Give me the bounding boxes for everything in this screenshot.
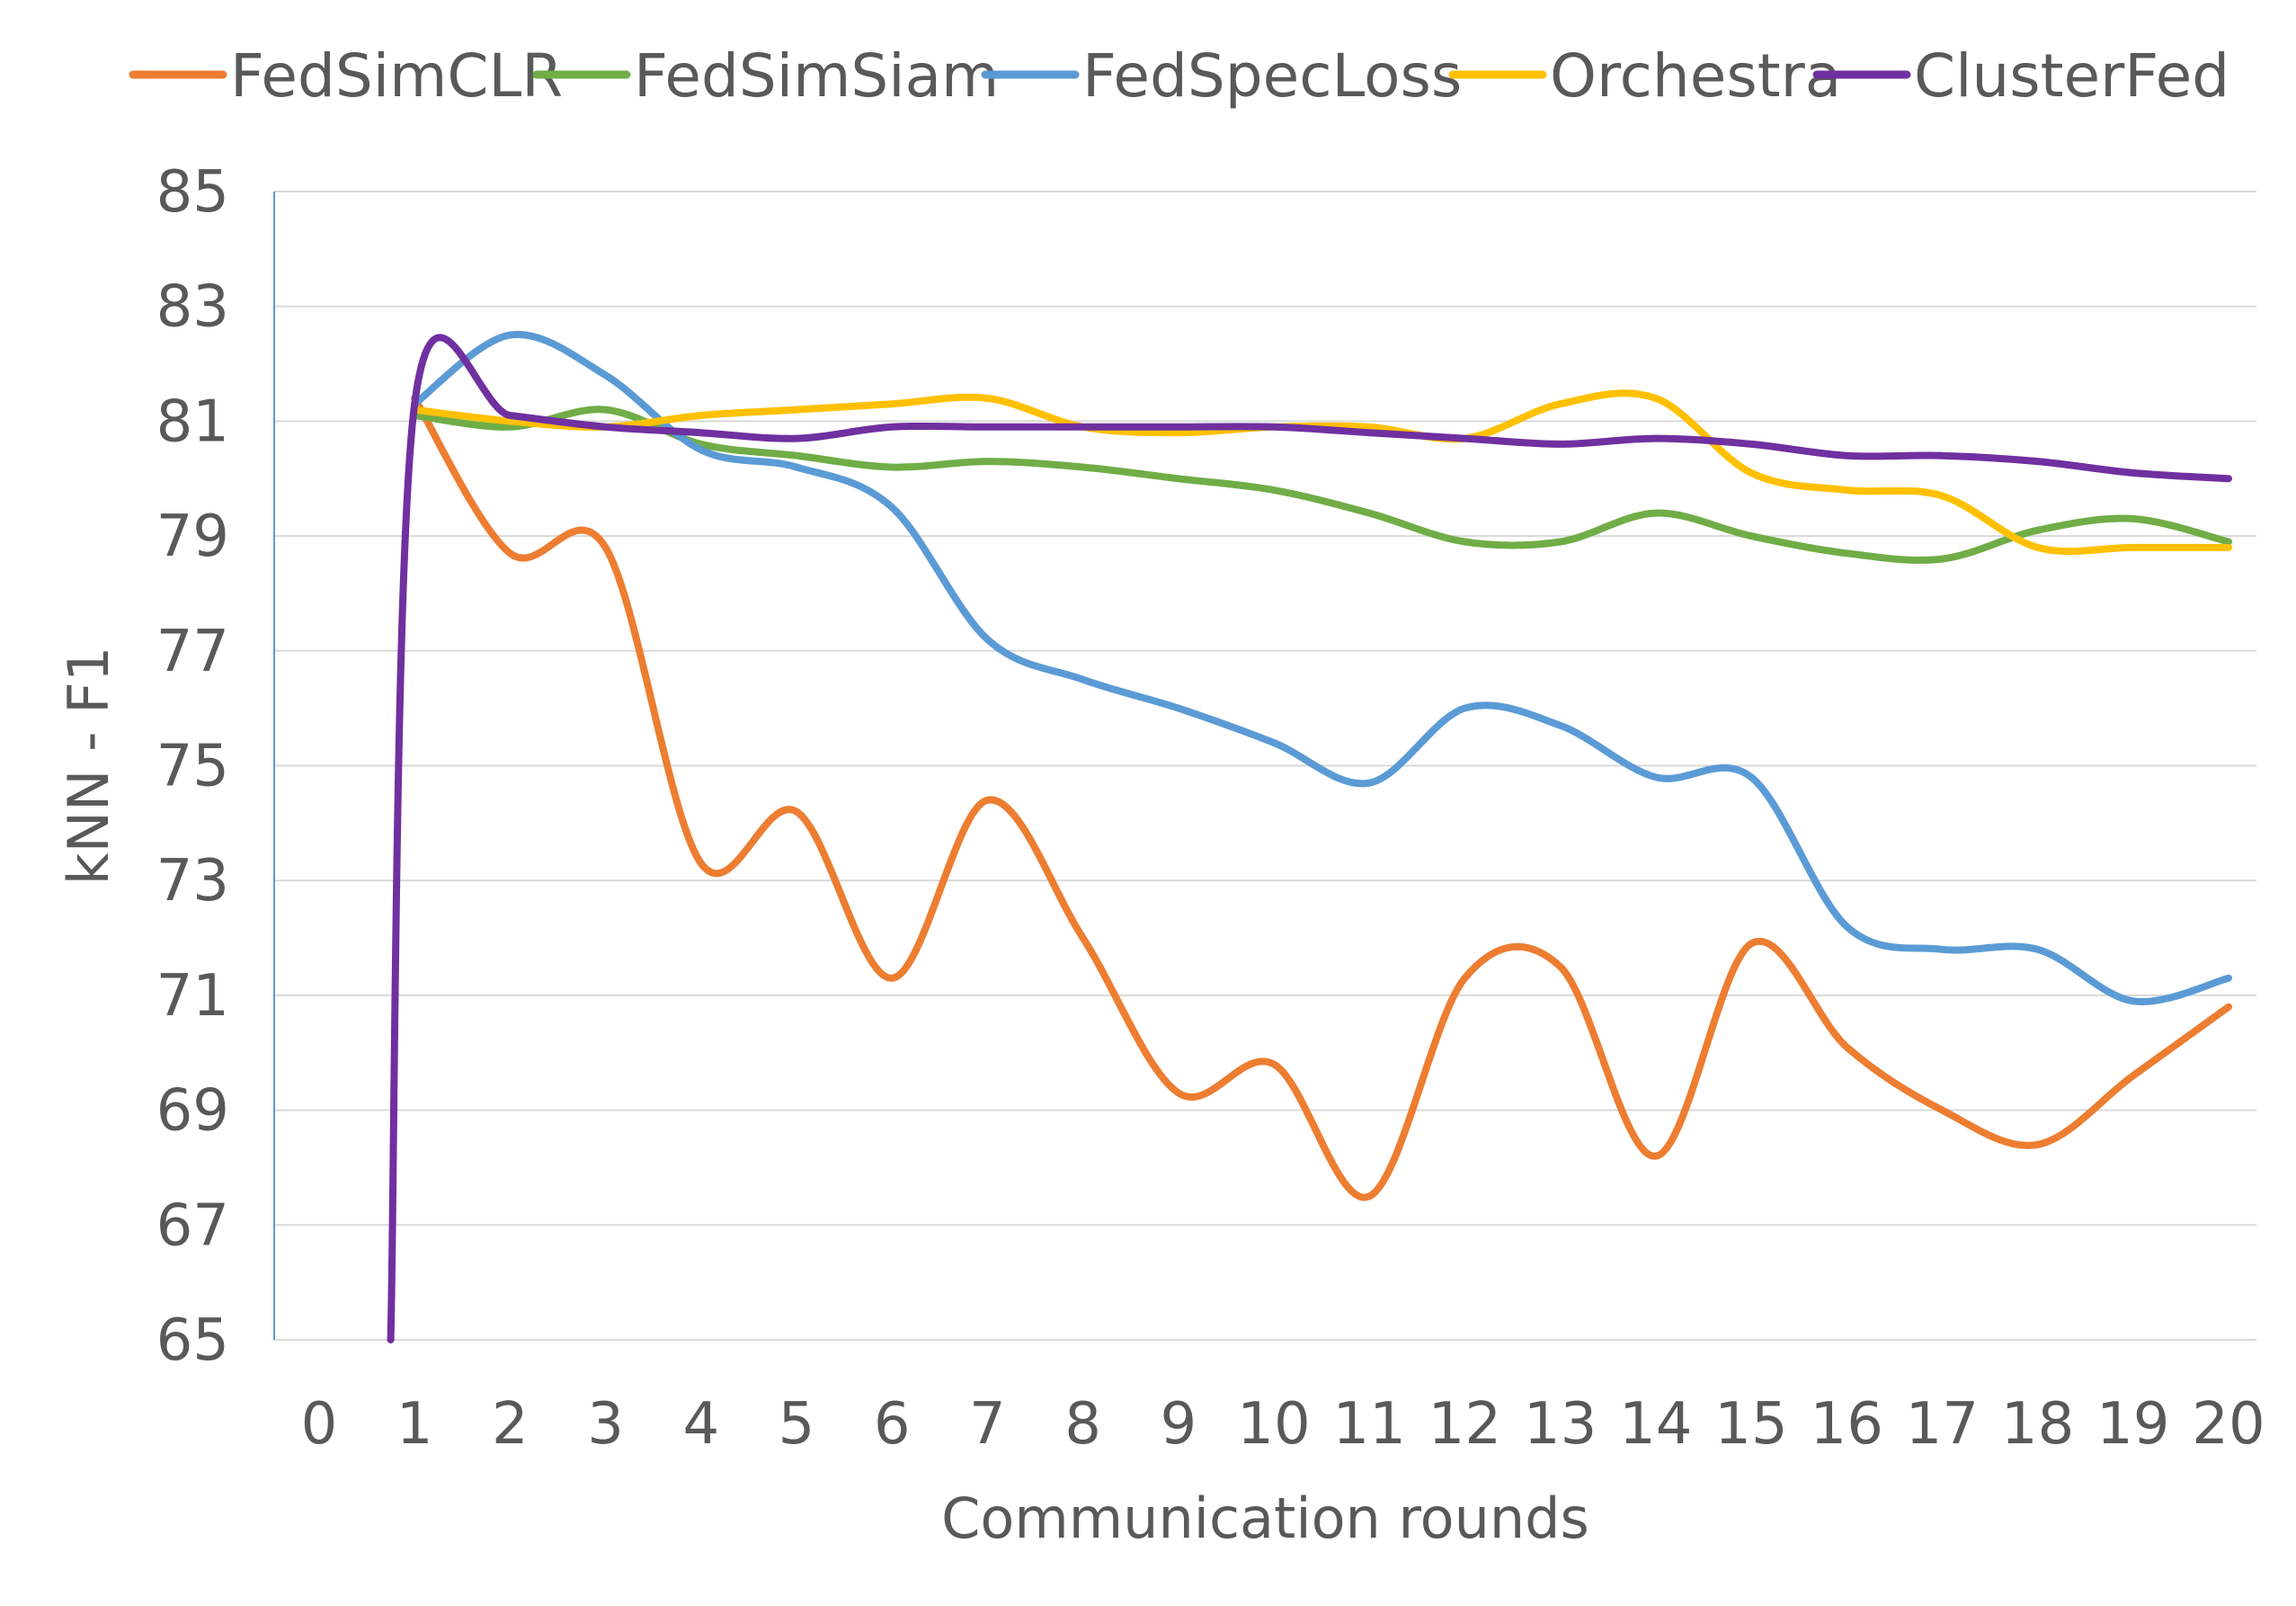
x-tick-label: 2: [492, 1391, 529, 1458]
legend-label: FedSimSiam: [634, 41, 999, 111]
series-line-fedsimclr: [411, 394, 2232, 1201]
x-tick-label: 6: [874, 1391, 911, 1458]
x-tick-label: 12: [1428, 1391, 1501, 1458]
x-axis: 0 1 2 3 4 5 6 7 8 9 10 11 12 13 14 15 16 17 18 19 20: [301, 1391, 2265, 1458]
x-tick-label: 3: [587, 1391, 624, 1458]
y-axis: 65 67 69 71 73 75 77 79 81 83 85: [156, 159, 275, 1374]
y-tick-label: 83: [156, 274, 229, 341]
x-axis-title: Communication rounds: [941, 1486, 1589, 1551]
x-tick-label: 19: [2096, 1391, 2169, 1458]
x-tick-label: 4: [682, 1391, 719, 1458]
legend-label: ClusterFed: [1914, 41, 2229, 111]
series-line-fedspecloss: [411, 330, 2232, 1005]
legend-label: FedSimCLR: [230, 41, 563, 111]
x-tick-label: 11: [1332, 1391, 1405, 1458]
legend: FedSimCLR FedSimSiam FedSpecLoss Orchestra C…: [129, 41, 2229, 111]
y-axis-title: kNN - F1: [56, 647, 121, 886]
x-tick-label: 9: [1160, 1391, 1197, 1458]
x-tick-label: 14: [1619, 1391, 1692, 1458]
x-tick-label: 10: [1237, 1391, 1310, 1458]
x-tick-label: 7: [969, 1391, 1006, 1458]
y-tick-label: 79: [156, 504, 229, 570]
series-layer: [387, 330, 2232, 1343]
y-tick-label: 81: [156, 388, 229, 455]
gridlines: [274, 191, 2256, 1341]
y-tick-label: 69: [156, 1078, 229, 1145]
series-line-orchestra: [411, 389, 2232, 556]
legend-label: FedSpecLoss: [1082, 41, 1462, 111]
legend-label: Orchestra: [1550, 41, 1841, 111]
y-tick-label: 75: [156, 734, 229, 800]
y-tick-label: 73: [156, 848, 229, 915]
series-line-clusterfed: [387, 334, 2232, 1343]
x-tick-label: 17: [1906, 1391, 1979, 1458]
x-tick-label: 20: [2192, 1391, 2265, 1458]
y-tick-label: 67: [156, 1192, 229, 1259]
y-tick-label: 77: [156, 619, 229, 685]
y-tick-label: 71: [156, 963, 229, 1030]
x-tick-label: 13: [1524, 1391, 1597, 1458]
x-tick-label: 0: [301, 1391, 338, 1458]
x-tick-label: 16: [1810, 1391, 1882, 1458]
x-tick-label: 1: [396, 1391, 433, 1458]
x-tick-label: 5: [779, 1391, 815, 1458]
y-tick-label: 85: [156, 159, 229, 226]
x-tick-label: 8: [1064, 1391, 1101, 1458]
y-tick-label: 65: [156, 1307, 229, 1374]
x-tick-label: 18: [2001, 1391, 2074, 1458]
series-line-fedsimsiam: [411, 406, 2232, 564]
x-tick-label: 15: [1714, 1391, 1787, 1458]
